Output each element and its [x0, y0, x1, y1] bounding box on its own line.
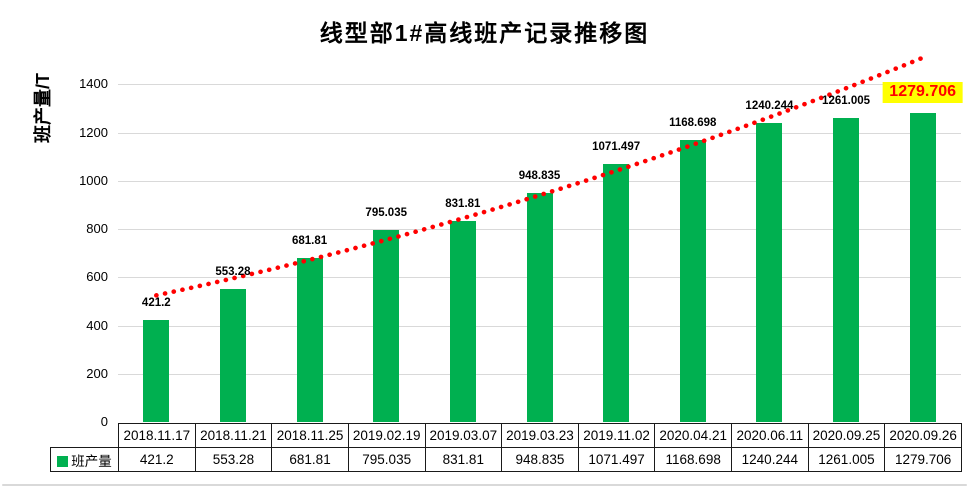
table-value-cell: 421.2 — [118, 447, 196, 472]
legend-cell: 班产量 — [50, 447, 119, 472]
y-tick-label: 200 — [86, 365, 108, 381]
table-date-cell: 2020.09.25 — [807, 423, 886, 448]
chart-title: 线型部1#高线班产记录推移图 — [319, 20, 650, 46]
table-date-cell: 2020.09.26 — [884, 423, 962, 448]
bar — [449, 221, 476, 422]
table-date-cell: 2019.03.23 — [501, 423, 579, 448]
table-date-cell: 2018.11.21 — [194, 423, 273, 448]
bar — [603, 163, 630, 422]
gridline — [118, 84, 961, 86]
data-table: 2018.11.17 2018.11.21 2018.11.25 2019.02.19… — [50, 423, 962, 472]
table-date-cell: 2018.11.17 — [118, 423, 196, 448]
bar-value-label: 421.2 — [141, 297, 171, 310]
bar-value-label: 948.835 — [518, 170, 561, 183]
bar-value-label: 681.81 — [291, 234, 328, 247]
bar — [296, 257, 323, 422]
table-date-cell: 2019.02.19 — [347, 423, 426, 448]
table-value-cell: 1261.005 — [807, 447, 886, 472]
bar — [526, 193, 553, 422]
bar-value-label: 1071.497 — [592, 140, 641, 153]
table-value-cell: 831.81 — [424, 447, 503, 472]
bar-value-label: 795.035 — [365, 207, 408, 220]
table-date-cell: 2019.11.02 — [577, 423, 656, 448]
y-tick-label: 0 — [100, 414, 108, 429]
bar — [219, 288, 246, 422]
table-value-cell: 948.835 — [501, 447, 579, 472]
table-value-cell: 1168.698 — [654, 447, 732, 472]
table-value-cell: 1071.497 — [577, 447, 656, 472]
bar — [833, 117, 860, 422]
table-date-cell: 2018.11.25 — [271, 423, 349, 448]
table-corner-blank — [51, 424, 119, 448]
bar — [679, 140, 706, 422]
bar — [143, 320, 170, 422]
y-tick-label: 400 — [86, 317, 108, 333]
bar — [756, 122, 783, 422]
table-date-cell: 2020.04.21 — [654, 423, 732, 448]
y-tick-label: 600 — [86, 269, 108, 285]
table-date-cell: 2020.06.11 — [731, 423, 809, 448]
bar — [373, 230, 400, 422]
bar-value-label: 831.81 — [445, 198, 481, 211]
y-tick-label: 1200 — [79, 124, 108, 140]
table-value-cell: 553.28 — [194, 447, 273, 472]
bar-value-label-highlighted: 1279.706 — [882, 82, 964, 104]
y-tick-label: 800 — [86, 221, 108, 237]
legend-label: 班产量 — [71, 453, 112, 469]
table-value-cell: 795.035 — [347, 447, 426, 472]
table-value-cell: 1240.244 — [731, 447, 809, 472]
bar-value-label: 1261.005 — [822, 94, 871, 107]
bar-value-label: 553.28 — [215, 265, 251, 278]
window-bottom-edge — [2, 484, 967, 486]
table-value-cell: 681.81 — [271, 447, 349, 472]
bar-value-label: 1240.244 — [745, 99, 794, 112]
bar-value-label: 1168.698 — [669, 117, 717, 130]
y-tick-label: 1000 — [79, 172, 108, 188]
table-date-cell: 2019.03.07 — [424, 423, 503, 448]
bar — [909, 113, 936, 422]
y-tick-label: 1400 — [79, 76, 108, 92]
table-value-cell: 1279.706 — [884, 447, 962, 472]
legend-swatch-icon — [57, 455, 69, 467]
